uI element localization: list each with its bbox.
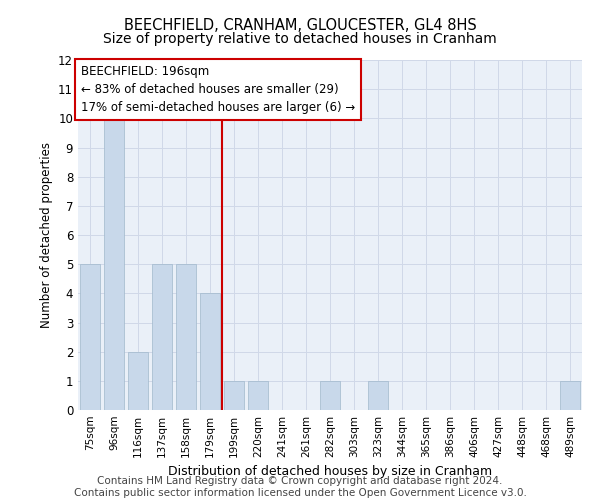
Bar [104,118,124,410]
Bar [248,381,268,410]
Bar [368,381,388,410]
Bar [152,264,172,410]
Text: Contains HM Land Registry data © Crown copyright and database right 2024.
Contai: Contains HM Land Registry data © Crown c… [74,476,526,498]
Bar [320,381,340,410]
X-axis label: Distribution of detached houses by size in Cranham: Distribution of detached houses by size … [168,466,492,478]
Bar [560,381,580,410]
Bar [80,264,100,410]
Text: BEECHFIELD, CRANHAM, GLOUCESTER, GL4 8HS: BEECHFIELD, CRANHAM, GLOUCESTER, GL4 8HS [124,18,476,32]
Text: Size of property relative to detached houses in Cranham: Size of property relative to detached ho… [103,32,497,46]
Bar [200,294,220,410]
Text: BEECHFIELD: 196sqm
← 83% of detached houses are smaller (29)
17% of semi-detache: BEECHFIELD: 196sqm ← 83% of detached hou… [80,66,355,114]
Bar [224,381,244,410]
Y-axis label: Number of detached properties: Number of detached properties [40,142,53,328]
Bar [176,264,196,410]
Bar [128,352,148,410]
